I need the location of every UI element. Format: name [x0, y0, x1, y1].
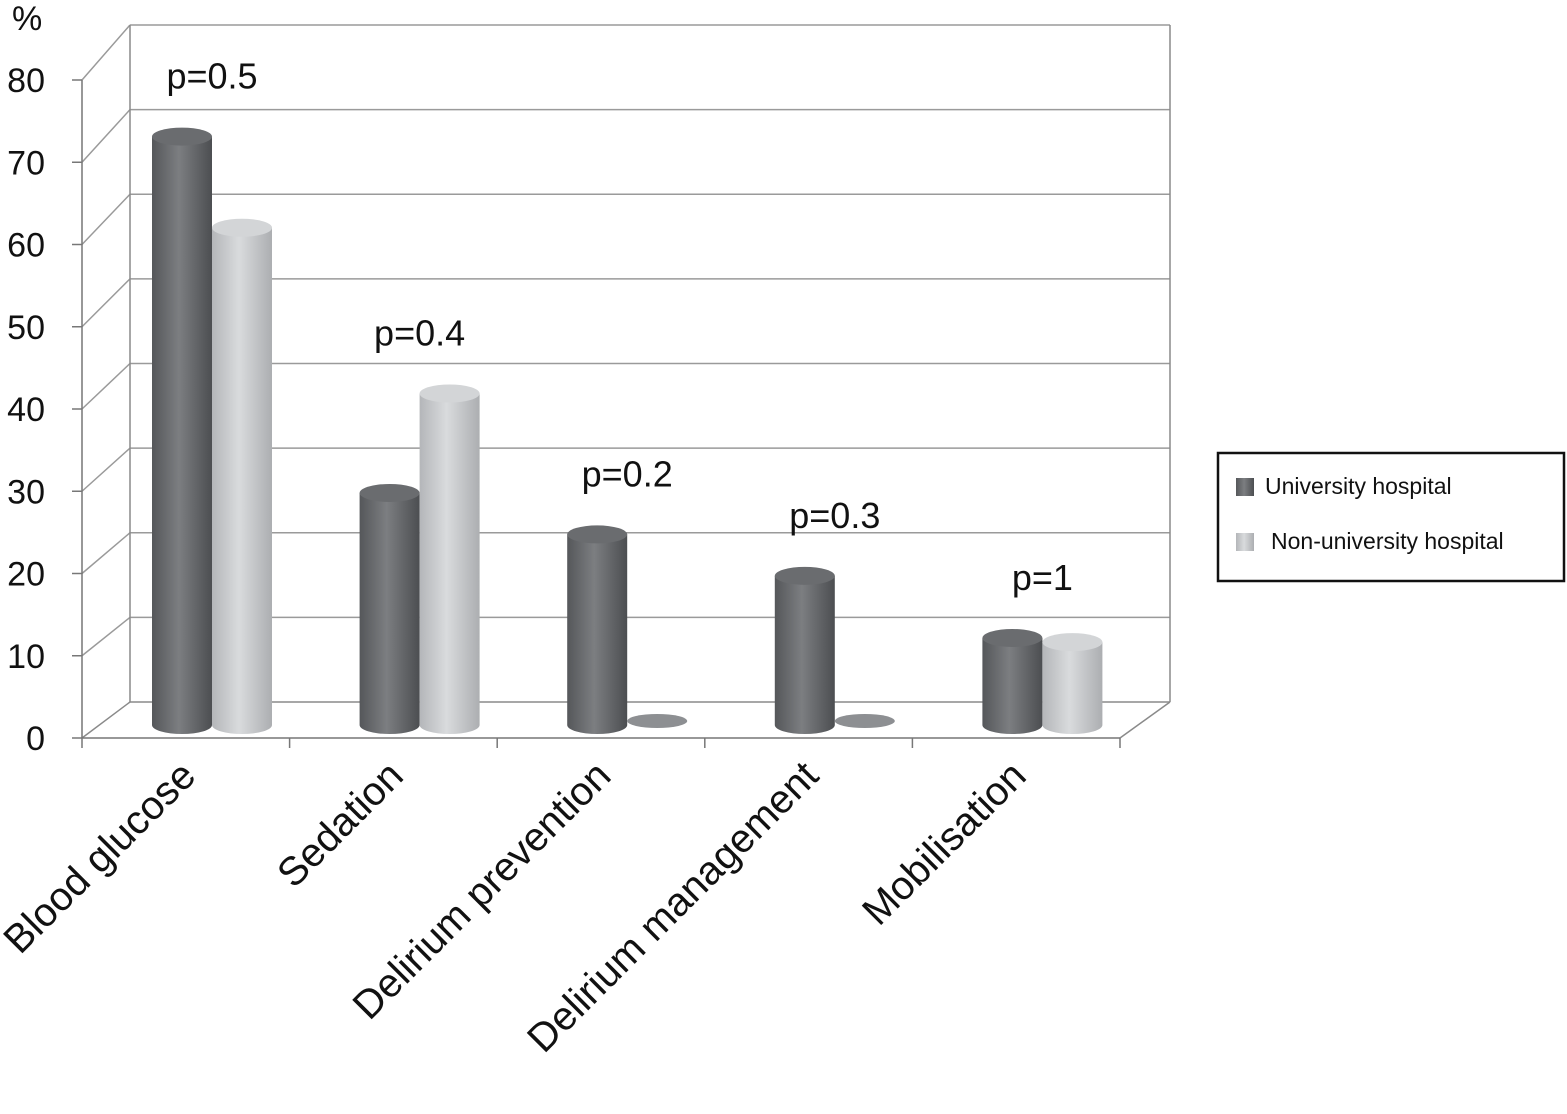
- gridline-side: [81, 278, 131, 328]
- legend-box: [1216, 451, 1566, 583]
- legend-swatch: [1236, 533, 1254, 551]
- bar-top-cap: [212, 218, 272, 237]
- bar-zero-disc: [834, 714, 895, 728]
- gridline-side: [81, 362, 131, 410]
- p-value-label: p=0.2: [582, 453, 673, 494]
- gridline-side: [81, 109, 131, 163]
- bar-university: [359, 492, 420, 734]
- bar-non-university: [1042, 642, 1103, 734]
- legend-label: University hospital: [1265, 473, 1452, 499]
- axes: [72, 79, 1121, 748]
- p-value-label: p=0.4: [374, 313, 465, 354]
- y-tick-label: 80: [7, 62, 45, 100]
- y-tick-label: 20: [7, 556, 45, 594]
- legend-label: Non-university hospital: [1271, 528, 1504, 554]
- p-value-label: p=0.5: [166, 56, 257, 97]
- bar-university: [982, 637, 1043, 734]
- bar-top-cap: [982, 628, 1043, 647]
- x-tick-label: Mobilisation: [854, 753, 1034, 933]
- gridline-side: [81, 447, 131, 492]
- y-axis-label: %: [12, 0, 42, 38]
- bar-top-cap: [359, 483, 420, 502]
- bar-top-cap: [419, 384, 480, 403]
- y-tick-label: 50: [7, 309, 45, 347]
- legend-swatch: [1236, 478, 1254, 496]
- bar-university: [567, 534, 628, 734]
- gridline-side: [81, 24, 131, 81]
- gridline-side: [81, 193, 131, 246]
- y-tick-label: 70: [7, 144, 45, 182]
- floor-right-edge: [1119, 701, 1171, 739]
- bar-university: [152, 136, 212, 734]
- gridline-side: [81, 532, 131, 575]
- bar-top-cap: [152, 127, 212, 146]
- y-tick-label: 30: [7, 473, 45, 511]
- bar-top-cap: [567, 525, 628, 544]
- p-value-label: p=1: [1012, 557, 1073, 598]
- bars: [152, 127, 1103, 734]
- gridline-side: [81, 616, 131, 657]
- legend: University hospital Non-university hospit…: [1216, 451, 1566, 583]
- y-tick-label: 10: [7, 638, 45, 676]
- bar-top-cap: [774, 566, 835, 585]
- y-tick-label: 0: [26, 720, 45, 758]
- gridlines: [81, 24, 1171, 739]
- bar-non-university: [212, 227, 272, 734]
- bar-non-university: [419, 393, 480, 734]
- floor-left-edge: [81, 701, 131, 739]
- y-tick-label: 60: [7, 227, 45, 265]
- p-value-label: p=0.3: [789, 495, 880, 536]
- bar-university: [774, 575, 835, 734]
- bar-top-cap: [1042, 633, 1103, 652]
- bar-zero-disc: [627, 714, 688, 728]
- x-tick-label: Blood glucose: [0, 753, 204, 962]
- y-tick-label: 40: [7, 391, 45, 429]
- x-tick-label: Sedation: [269, 753, 412, 896]
